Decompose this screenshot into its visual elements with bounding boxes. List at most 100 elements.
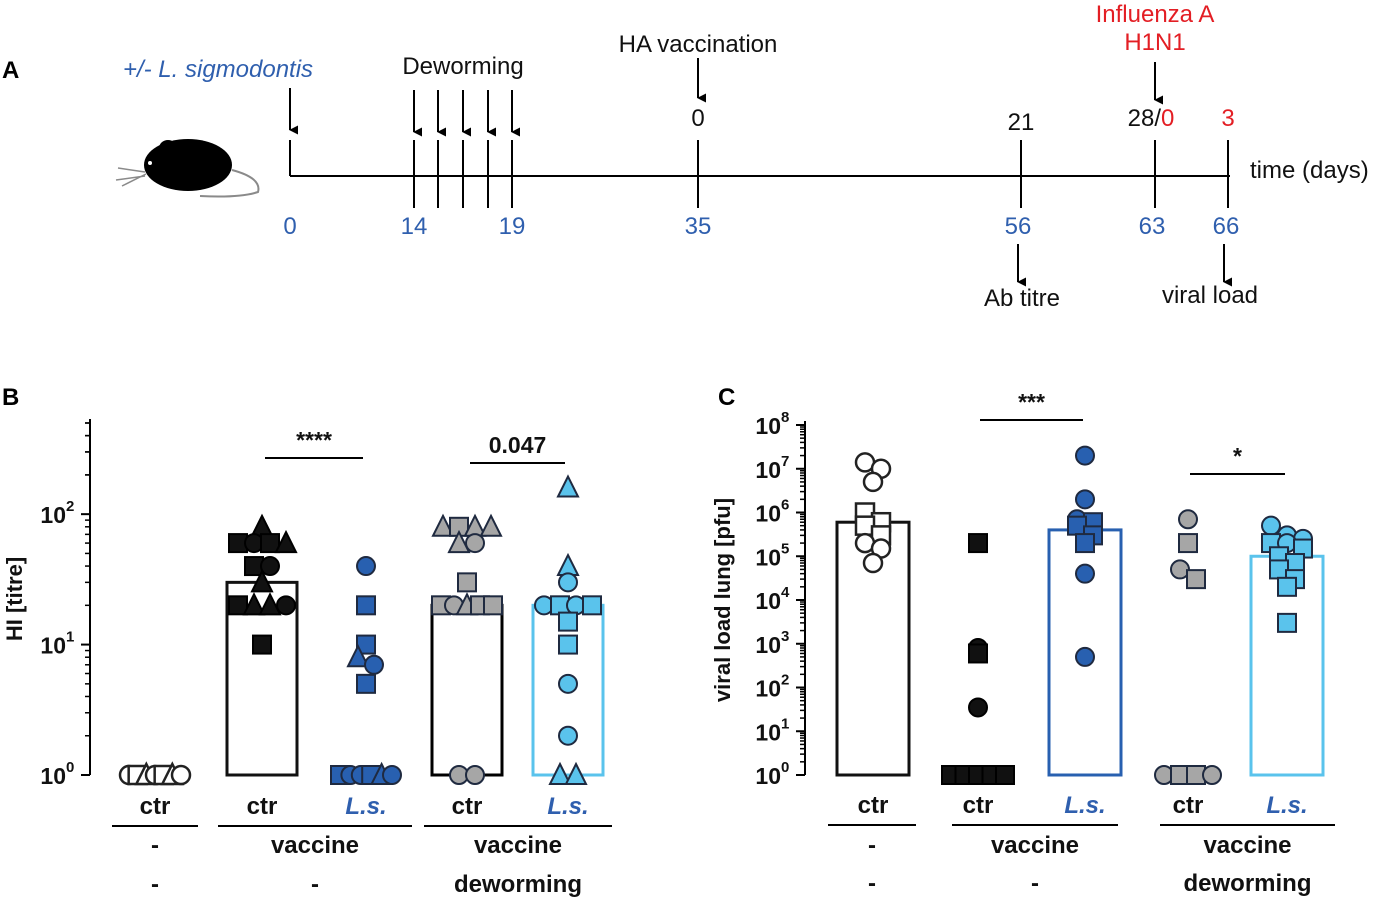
data-point (382, 765, 402, 785)
data-point (558, 673, 578, 694)
data-point (258, 592, 282, 616)
category-label: ctr (1173, 792, 1204, 819)
data-point (465, 765, 485, 785)
data-point (1075, 445, 1095, 466)
mouse-icon (115, 139, 260, 198)
viral-load-label: viral load (1162, 282, 1258, 309)
data-point (483, 595, 503, 616)
day-14: 14 (401, 213, 428, 240)
data-point (1277, 576, 1297, 597)
y-tick-label: 10 (755, 719, 781, 745)
y-tick-exponent: 4 (781, 584, 790, 601)
vaccine-day-0: 0 (691, 105, 704, 132)
y-tick-exponent: 6 (781, 497, 789, 514)
data-point (1075, 563, 1095, 584)
y-tick-exponent: 2 (781, 672, 789, 689)
y-tick-exponent: 0 (781, 759, 789, 776)
data-point (1075, 533, 1095, 554)
y-axis-label: viral load lung [pfu] (710, 498, 735, 702)
group-row1-label: vaccine (271, 832, 359, 859)
bar (430, 603, 504, 777)
group-row1-label: - (868, 832, 876, 859)
group-row2-label: - (311, 871, 319, 898)
y-tick-label: 10 (755, 457, 781, 483)
data-point (356, 595, 376, 616)
y-axis-label: HI [titre] (2, 557, 27, 641)
y-tick-exponent: 3 (781, 628, 789, 645)
data-point (862, 552, 884, 574)
category-label: L.s. (1266, 792, 1307, 819)
data-point (548, 761, 572, 785)
group-row2-label: - (868, 870, 876, 897)
deworming-label: Deworming (402, 53, 523, 80)
category-label: ctr (963, 792, 994, 819)
day-35: 35 (685, 213, 712, 240)
panel-a: A time (days) (2, 1, 1369, 312)
panel-a-letter: A (2, 57, 19, 84)
y-tick-exponent: 2 (66, 498, 74, 515)
data-point (431, 513, 455, 537)
significance-label: *** (1018, 389, 1045, 415)
data-point (558, 572, 578, 593)
ab-titre-label: Ab titre (984, 285, 1060, 312)
day-66: 66 (1213, 213, 1240, 240)
y-tick-label: 10 (755, 501, 781, 527)
infection-day-3: 3 (1221, 105, 1234, 132)
y-tick-label: 10 (755, 676, 781, 702)
time-axis-label: time (days) (1250, 157, 1369, 184)
group-row1-label: - (151, 832, 159, 859)
data-point (582, 595, 602, 616)
category-label: L.s. (345, 793, 386, 820)
data-point (1277, 612, 1297, 633)
data-point (1261, 515, 1281, 536)
data-point (356, 556, 376, 577)
panel-c-letter: C (718, 384, 735, 411)
y-tick-exponent: 7 (781, 453, 789, 470)
group-row1-label: vaccine (474, 832, 562, 859)
vaccination-label: HA vaccination (619, 31, 778, 58)
data-point (995, 765, 1015, 785)
data-point (556, 474, 580, 498)
timeline-arrows (289, 58, 1233, 287)
significance-label: **** (296, 427, 332, 453)
day-63: 63 (1139, 213, 1166, 240)
influenza-label-1: Influenza A (1096, 1, 1215, 28)
infection-day-0: 0 (1161, 105, 1174, 132)
y-tick-exponent: 8 (781, 409, 789, 426)
data-point (260, 533, 280, 554)
category-label: ctr (140, 793, 171, 820)
significance-label: 0.047 (489, 432, 547, 458)
y-tick-exponent: 5 (781, 540, 789, 557)
data-point (260, 556, 280, 577)
group-row2-label: - (1031, 870, 1039, 897)
data-point (170, 764, 192, 786)
data-point (356, 634, 376, 655)
data-point (1075, 489, 1095, 510)
category-label: L.s. (1064, 792, 1105, 819)
day-56: 56 (1005, 213, 1032, 240)
data-point (447, 529, 471, 554)
vaccine-day-28: 28/ (1128, 105, 1162, 132)
data-point (1202, 765, 1222, 785)
y-tick-label: 10 (40, 502, 66, 528)
category-label: ctr (452, 793, 483, 820)
data-point (364, 654, 384, 675)
panel-b-letter: B (2, 384, 19, 411)
data-point (968, 533, 988, 554)
data-point (479, 513, 503, 537)
day-19: 19 (499, 213, 526, 240)
y-tick-exponent: 1 (781, 715, 789, 732)
data-point (250, 513, 274, 537)
bar (531, 603, 605, 777)
y-tick-exponent: 1 (66, 629, 74, 646)
data-point (276, 595, 296, 616)
data-point (457, 572, 477, 593)
data-point (1178, 533, 1198, 554)
data-point (968, 697, 988, 718)
y-tick-label: 10 (755, 588, 781, 614)
vaccine-day-21: 21 (1008, 109, 1035, 136)
category-label: ctr (858, 792, 889, 819)
